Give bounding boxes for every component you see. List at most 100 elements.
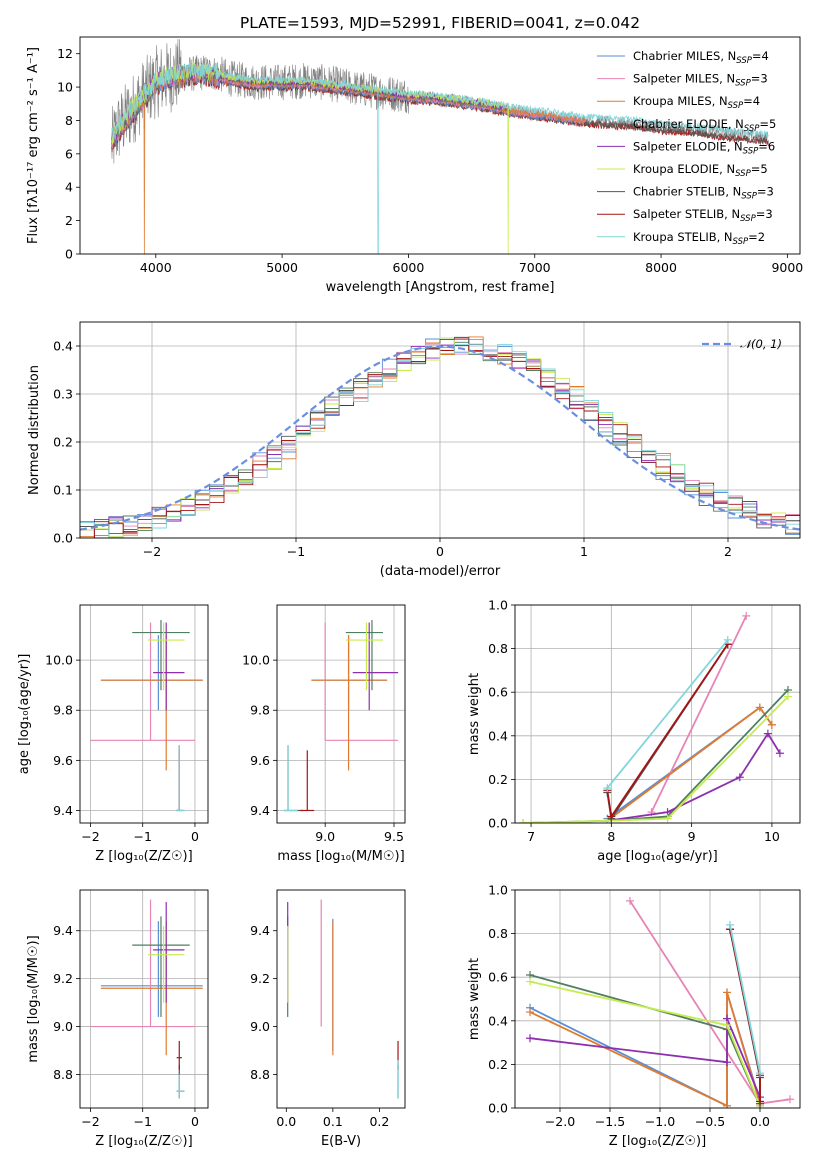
y-tick-label: 9.6 — [53, 753, 73, 768]
weight-marker-salpeter-elodie — [775, 749, 784, 758]
x-tick-label: 10 — [764, 829, 780, 844]
legend-nssp: =4 — [752, 49, 769, 63]
y-tick-label: 0.8 — [488, 641, 508, 656]
legend-label: Chabrier MILES, NSSP=4 — [633, 49, 769, 66]
y-tick-label: 4 — [65, 180, 73, 195]
plot-area — [90, 620, 203, 812]
residual-histogram-kroupa-stelib — [80, 343, 800, 538]
y-tick-label: 8.8 — [53, 1067, 73, 1082]
x-tick-label: −0.5 — [695, 1114, 725, 1129]
legend-subscript: SSP — [728, 101, 744, 111]
mass-vs-metallicity-panel: −2 −1 0 8.8 9.0 9.2 9.4 Z [log₁₀(Z/Z☉)] mass [lo… — [26, 889, 209, 1149]
legend-subscript: SSP — [735, 79, 751, 89]
weight-marker-kroupa-miles — [526, 1008, 534, 1017]
x-tick-label: −2.0 — [545, 1114, 575, 1129]
y-axis-label: Flux [fλ10⁻¹⁷ erg cm⁻² s⁻¹ A⁻¹] — [26, 47, 41, 244]
weight-marker-salpeter-miles — [626, 896, 634, 905]
weight-line-kroupa-elodie — [522, 695, 789, 823]
y-tick-label: 9.8 — [250, 703, 270, 718]
y-tick-label: 9.8 — [53, 703, 73, 718]
legend-subscript: SSP — [743, 146, 759, 156]
x-tick-label: 9 — [688, 829, 696, 844]
legend-nssp: =3 — [756, 207, 773, 221]
weight-marker-salpeter-stelib — [607, 812, 616, 821]
weight-line-salpeter-elodie — [529, 1018, 761, 1098]
legend-subscript: SSP — [733, 237, 749, 247]
weight-marker-kroupa-miles — [723, 988, 731, 997]
weight-marker-kroupa-stelib — [726, 920, 734, 929]
weight-marker-salpeter-miles — [742, 611, 751, 620]
y-tick-label: 12 — [57, 46, 73, 61]
plot-area — [519, 611, 792, 823]
legend-label: Salpeter ELODIE, NSSP=6 — [633, 139, 775, 156]
x-tick-label: 0 — [191, 829, 199, 844]
x-tick-label: −1 — [133, 1114, 151, 1129]
weight-line-salpeter-miles — [650, 615, 748, 813]
x-tick-label: 8000 — [645, 260, 677, 275]
legend-normal-label: 𝒩(0, 1) — [740, 337, 782, 351]
legend-label: Kroupa ELODIE, NSSP=5 — [633, 162, 768, 179]
y-tick-label: 9.2 — [250, 971, 270, 986]
y-tick-label: 10.0 — [45, 653, 73, 668]
axes-frame — [79, 36, 801, 255]
x-tick-label: 7000 — [519, 260, 551, 275]
axes-frame — [514, 889, 801, 1109]
y-tick-label: 8 — [65, 113, 73, 128]
weight-marker-salpeter-elodie — [735, 773, 744, 782]
weight-marker-kroupa-miles — [723, 1101, 731, 1108]
y-tick-label: 0.4 — [488, 728, 508, 743]
x-tick-label: 0 — [436, 544, 444, 559]
y-tick-label: 2 — [65, 213, 73, 228]
x-tick-label: 9.5 — [384, 829, 404, 844]
x-axis-label: wavelength [Angstrom, rest frame] — [326, 280, 555, 295]
y-tick-label: 9.4 — [250, 803, 270, 818]
plot-area — [526, 896, 794, 1108]
x-tick-label: 0.0 — [750, 1114, 770, 1129]
y-axis-label: mass weight — [467, 673, 482, 755]
y-axis-label: age [log₁₀(age/yr)] — [17, 654, 32, 775]
x-tick-label: −1 — [287, 544, 305, 559]
legend-nssp: =4 — [743, 94, 760, 108]
weight-marker-salpeter-elodie — [526, 1034, 534, 1043]
y-tick-label: 0.3 — [53, 387, 73, 402]
weight-marker-salpeter-elodie — [763, 729, 772, 738]
legend-label: Salpeter MILES, NSSP=3 — [633, 72, 768, 89]
model-spectrum-salpeter-stelib — [111, 68, 769, 153]
normal-curve — [80, 345, 800, 531]
x-tick-label: 9000 — [771, 260, 803, 275]
x-tick-label: 2 — [724, 544, 732, 559]
legend-subscript: SSP — [740, 214, 756, 224]
weight-marker-salpeter-elodie — [723, 1058, 731, 1067]
y-tick-label: 0.4 — [488, 1013, 508, 1028]
x-axis-label: (data-model)/error — [380, 564, 501, 579]
weight-line-kroupa-stelib — [729, 924, 761, 1074]
legend-label: Kroupa STELIB, NSSP=2 — [633, 230, 765, 247]
weight-marker-kroupa-elodie — [723, 1021, 731, 1030]
x-tick-label: −1.5 — [595, 1114, 625, 1129]
x-tick-label: 4000 — [140, 260, 172, 275]
y-tick-label: 0.0 — [488, 1101, 508, 1116]
weight-marker-kroupa-stelib — [603, 784, 612, 793]
weight-marker-salpeter-stelib — [756, 1097, 764, 1106]
weight-marker-kroupa-miles — [755, 703, 764, 712]
y-tick-label: 0.8 — [488, 926, 508, 941]
y-tick-label: 0.2 — [53, 435, 73, 450]
x-tick-label: 0.2 — [369, 1114, 389, 1129]
weight-marker-kroupa-elodie — [526, 977, 534, 986]
plot-area — [80, 336, 800, 538]
x-tick-label: 0.1 — [323, 1114, 343, 1129]
weight-marker-kroupa-elodie — [519, 819, 528, 823]
legend-nssp: =5 — [759, 117, 776, 131]
legend-label: Chabrier STELIB, NSSP=3 — [633, 185, 774, 202]
weight-marker-kroupa-stelib — [723, 635, 732, 644]
legend-label: Salpeter STELIB, NSSP=3 — [633, 207, 773, 224]
residual-histogram-panel: −2 −1 0 1 2 0.0 0.1 0.2 0.3 0.4 (data-model)/error… — [27, 321, 801, 579]
y-tick-label: 0.0 — [488, 816, 508, 831]
y-axis-label: Normed distribution — [27, 365, 42, 495]
x-tick-label: −1 — [133, 829, 151, 844]
weight-marker-salpeter-miles — [786, 1095, 794, 1104]
legend-nssp: =5 — [751, 162, 768, 176]
x-tick-label: 8 — [607, 829, 615, 844]
plot-area — [287, 899, 399, 1099]
